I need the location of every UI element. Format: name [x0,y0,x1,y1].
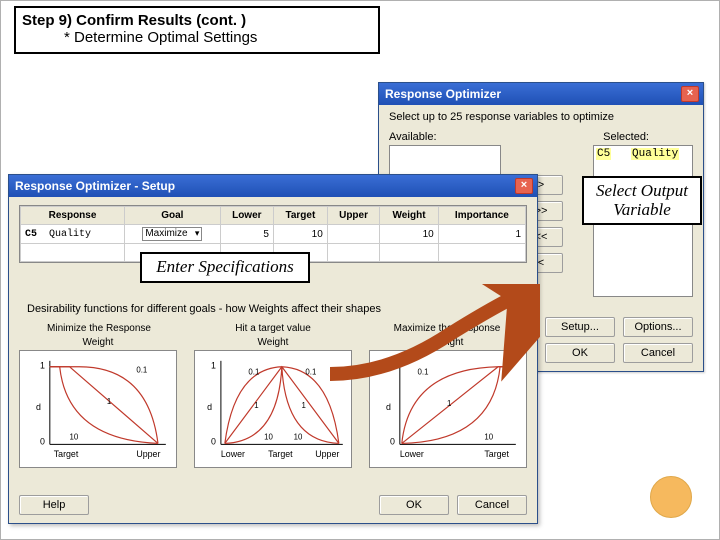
svg-text:0: 0 [40,436,45,446]
table-row: C5 Quality Maximize 5 10 10 1 [21,225,526,244]
cell-lower[interactable]: 5 [220,225,273,244]
slide-accent-dot [650,476,692,518]
titlebar-text: Response Optimizer [385,87,501,101]
col-upper: Upper [327,207,380,225]
cell-goal[interactable]: Maximize [125,225,221,244]
cell-upper[interactable] [327,225,380,244]
minimize-chart: d 1 0 0.1 1 10 Target Upper [19,350,177,468]
col-response: Response [21,207,125,225]
ok-button[interactable]: OK [545,343,615,363]
svg-text:1: 1 [40,361,45,371]
step-header: Step 9) Confirm Results (cont. ) * Deter… [14,6,380,54]
selected-label: Selected: [603,131,649,143]
col-target: Target [273,207,327,225]
select-output-callout: Select Output Variable [582,176,702,225]
target-chart: d 1 0 0.1 0.1 1 1 10 10 Lower Target Upp… [194,350,352,468]
svg-text:1: 1 [107,397,111,406]
panel-titles: Minimize the Response Hit a target value… [19,323,527,334]
instruction-text: Select up to 25 response variables to op… [389,111,614,123]
col-lower: Lower [220,207,273,225]
col-goal: Goal [125,207,221,225]
close-icon[interactable]: × [515,178,533,194]
svg-text:Lower: Lower [400,449,424,459]
setup-button[interactable]: Setup... [545,317,615,337]
selected-item-col: C5 [596,148,611,160]
svg-text:1: 1 [447,399,451,408]
svg-text:0: 0 [211,436,216,446]
svg-text:Upper: Upper [315,449,339,459]
svg-text:1: 1 [390,361,395,371]
cell-response: C5 Quality [21,225,125,244]
step-subtitle: * Determine Optimal Settings [64,29,372,46]
cell-target[interactable]: 10 [273,225,327,244]
chart-title: Weight [369,337,527,348]
chart-title: Weight [19,337,177,348]
svg-text:Target: Target [484,449,509,459]
panel-minimize-label: Minimize the Response [19,323,179,334]
svg-text:d: d [36,402,41,412]
svg-text:Upper: Upper [136,449,160,459]
col-weight: Weight [380,207,438,225]
enter-specs-callout: Enter Specifications [140,252,310,283]
chart-title: Weight [194,337,352,348]
dialog-button-row: Help OK Cancel [19,495,527,515]
svg-text:d: d [386,402,391,412]
col-importance: Importance [438,207,525,225]
cancel-button[interactable]: Cancel [623,343,693,363]
help-button[interactable]: Help [19,495,89,515]
desirability-label: Desirability functions for different goa… [27,303,527,315]
svg-text:1: 1 [254,401,258,410]
close-icon[interactable]: × [681,86,699,102]
titlebar[interactable]: Response Optimizer - Setup × [9,175,537,197]
cancel-button[interactable]: Cancel [457,495,527,515]
ok-button[interactable]: OK [379,495,449,515]
svg-text:0: 0 [390,436,395,446]
table-header-row: Response Goal Lower Target Upper Weight … [21,207,526,225]
titlebar[interactable]: Response Optimizer × [379,83,703,105]
svg-text:1: 1 [302,401,306,410]
svg-text:1: 1 [211,361,216,371]
svg-text:Target: Target [54,449,79,459]
svg-text:Lower: Lower [221,449,245,459]
panel-target-label: Hit a target value [193,323,353,334]
titlebar-text: Response Optimizer - Setup [15,179,175,193]
response-optimizer-setup-dialog: Response Optimizer - Setup × Response Go… [8,174,538,524]
svg-text:10: 10 [69,432,78,441]
options-button[interactable]: Options... [623,317,693,337]
maximize-chart: d 1 0 0.1 1 10 Lower Target [369,350,527,468]
svg-text:0.1: 0.1 [418,368,429,377]
cell-importance[interactable]: 1 [438,225,525,244]
svg-text:d: d [207,402,212,412]
selected-item-name: Quality [631,148,679,160]
svg-text:10: 10 [264,432,273,441]
step-title: Step 9) Confirm Results (cont. ) [22,12,372,29]
svg-text:0.1: 0.1 [248,368,259,377]
svg-text:10: 10 [484,432,493,441]
cell-weight[interactable]: 10 [380,225,438,244]
svg-text:0.1: 0.1 [305,368,316,377]
desirability-charts: Weight d 1 0 0.1 1 10 Target Upper [19,337,527,468]
svg-text:10: 10 [294,432,303,441]
svg-text:0.1: 0.1 [136,366,147,375]
svg-text:Target: Target [268,449,293,459]
available-label: Available: [389,131,437,143]
panel-maximize-label: Maximize the Response [367,323,527,334]
